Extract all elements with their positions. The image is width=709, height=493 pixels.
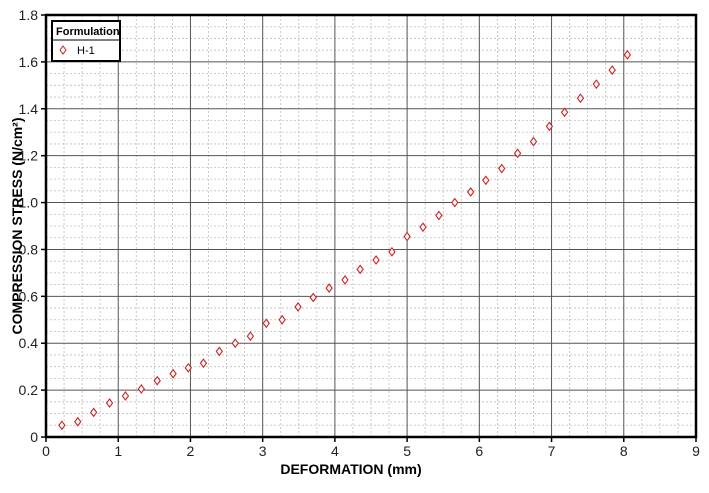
data-point — [215, 346, 224, 357]
data-point — [184, 362, 192, 373]
y-tick-label: 1.6 — [19, 54, 39, 70]
legend-title: Formulation — [56, 26, 120, 38]
data-point — [278, 314, 286, 325]
data-point — [560, 107, 569, 118]
legend-entry-label: H-1 — [77, 45, 95, 57]
data-point — [121, 391, 130, 401]
data-point — [576, 93, 585, 104]
data-point — [58, 420, 66, 431]
data-point — [623, 49, 632, 60]
data-point — [231, 338, 239, 349]
legend-marker-diamond-icon — [59, 45, 67, 55]
plot-area-frame — [44, 13, 698, 439]
data-point — [294, 301, 302, 312]
data-point — [325, 283, 333, 294]
data-point — [466, 187, 475, 197]
data-point — [482, 175, 490, 186]
data-point — [529, 136, 538, 147]
y-tick-label: 1.2 — [19, 148, 39, 164]
x-tick-label: 9 — [692, 443, 700, 459]
data-point — [388, 246, 396, 257]
x-tick-label: 2 — [187, 443, 195, 459]
x-tick-label: 5 — [403, 443, 411, 459]
y-tick-label: 0.4 — [19, 335, 39, 351]
data-point — [451, 197, 459, 208]
y-tick-label: 1.4 — [19, 101, 39, 117]
x-tick-label: 3 — [259, 443, 267, 459]
y-tick-label: 0 — [30, 429, 38, 445]
y-axis-title: COMPRESSION STRESS (N/cm²) — [9, 117, 25, 334]
data-point — [262, 318, 270, 329]
data-point — [435, 210, 443, 221]
data-point — [356, 264, 364, 275]
y-axis-ticks: 0 0.2 0.4 0.6 0.8 1.0 1.2 1.4 1.6 1.8 — [19, 7, 46, 445]
y-tick-label: 0.8 — [19, 241, 39, 257]
data-point — [592, 79, 601, 90]
x-tick-label: 8 — [620, 443, 628, 459]
y-tick-label: 1.8 — [19, 7, 39, 23]
data-point — [246, 331, 255, 342]
data-point — [74, 416, 82, 427]
minor-gridlines — [46, 15, 696, 437]
legend: Formulation H-1 — [51, 20, 121, 62]
data-point — [403, 231, 411, 242]
data-point — [419, 222, 427, 233]
data-point — [105, 398, 114, 408]
data-point — [199, 358, 208, 369]
data-point — [372, 255, 380, 265]
x-tick-label: 4 — [331, 443, 339, 459]
data-point — [137, 384, 146, 394]
data-point — [309, 292, 317, 303]
y-tick-label: 1.0 — [19, 195, 39, 211]
data-point — [498, 163, 506, 174]
y-tick-label: 0.2 — [19, 382, 39, 398]
x-tick-label: 1 — [114, 443, 122, 459]
data-point — [169, 368, 177, 379]
data-point — [341, 275, 349, 285]
x-axis-title: DEFORMATION (mm) — [280, 461, 421, 477]
data-point — [545, 121, 554, 132]
data-point — [513, 148, 522, 159]
data-point — [608, 65, 616, 76]
legend-box — [51, 20, 121, 62]
x-tick-label: 7 — [548, 443, 556, 459]
data-points — [58, 49, 632, 431]
x-tick-label: 0 — [42, 443, 50, 459]
data-point — [89, 407, 98, 418]
x-axis-ticks: 0 1 2 3 4 5 6 7 8 9 — [42, 437, 700, 459]
x-tick-label: 6 — [475, 443, 483, 459]
y-tick-label: 0.6 — [19, 288, 39, 304]
data-point — [153, 375, 161, 386]
